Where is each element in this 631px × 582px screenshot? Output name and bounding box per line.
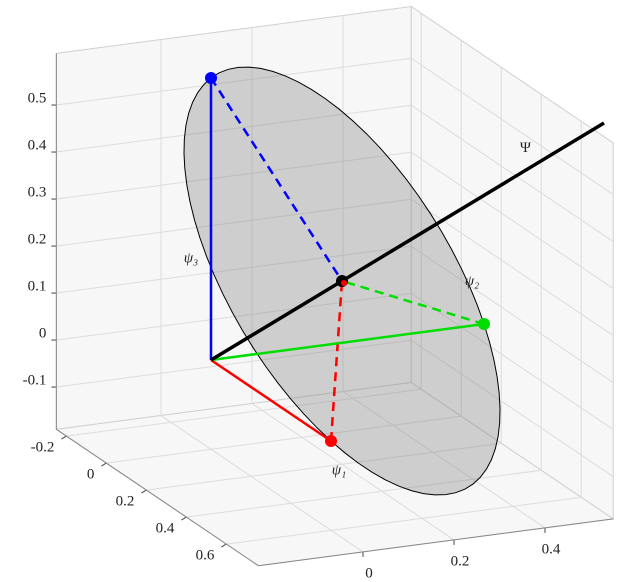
grid-line	[410, 292, 614, 431]
state-label: Ψ	[520, 140, 532, 156]
z-tick-label: 0	[39, 325, 47, 341]
x-tick-label: 0	[365, 565, 373, 581]
grid-line	[410, 245, 614, 384]
x-tick-label: 0.2	[451, 553, 470, 569]
grid-line	[410, 104, 614, 243]
grid-line	[251, 403, 455, 541]
grid-line	[56, 151, 412, 200]
axis-line	[56, 428, 259, 567]
y-tick-label: 0.4	[156, 521, 175, 537]
z-tick-label: 0.1	[28, 278, 47, 294]
grid-line	[56, 245, 412, 294]
grid-line	[146, 442, 502, 491]
y-tick-label: 0.2	[116, 494, 135, 510]
grid-line	[56, 104, 412, 153]
point-inner	[341, 280, 347, 286]
projection-line	[341, 279, 485, 326]
projection-line	[329, 280, 344, 442]
grid-line	[410, 198, 614, 337]
vector-tip	[325, 435, 337, 447]
grid-line	[342, 391, 546, 529]
vector-label: ψ₃	[184, 250, 199, 266]
grid-line	[106, 415, 462, 464]
grid-line	[410, 339, 614, 478]
grid-line	[410, 57, 614, 196]
y-tick	[141, 489, 147, 494]
z-tick-label: 0.4	[28, 137, 47, 153]
y-tick-label: -0.2	[31, 440, 55, 456]
grid-line	[56, 198, 412, 247]
vector-label: ψ₂	[465, 273, 480, 289]
grid-line	[226, 496, 582, 545]
axis-line	[258, 518, 614, 567]
y-tick	[221, 543, 227, 548]
grid-line	[56, 339, 412, 388]
z-tick-label: -0.1	[23, 372, 47, 388]
grid-line	[56, 57, 412, 106]
z-tick-label: 0.5	[28, 90, 47, 106]
grid-line	[160, 415, 364, 553]
x-tick-label: 0.4	[542, 541, 561, 557]
y-tick	[61, 435, 67, 440]
vector	[210, 358, 332, 443]
y-tick	[101, 462, 107, 467]
y-tick	[181, 516, 187, 521]
vector-tip	[478, 318, 490, 330]
grid-line	[66, 388, 422, 437]
y-tick-label: 0.6	[196, 548, 215, 564]
projection-line	[209, 77, 344, 282]
vector	[210, 322, 485, 362]
y-tick-label: 0	[87, 467, 95, 483]
z-tick-label: 0.3	[28, 184, 47, 200]
state-line	[210, 121, 605, 362]
vector-tip	[205, 72, 217, 84]
z-tick-label: 0.2	[28, 231, 47, 247]
vector-label: ψ₁	[332, 462, 347, 478]
grid-line	[56, 292, 412, 341]
grid-line	[186, 469, 542, 518]
grid-line	[410, 151, 614, 290]
